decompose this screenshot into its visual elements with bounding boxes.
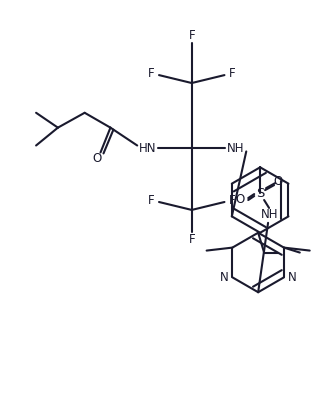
Text: O: O — [236, 193, 245, 206]
Text: NH: NH — [227, 142, 244, 155]
Text: F: F — [148, 67, 154, 80]
Text: N: N — [220, 271, 228, 284]
Text: F: F — [188, 29, 195, 42]
Text: O: O — [273, 175, 283, 188]
Text: F: F — [148, 194, 154, 206]
Text: F: F — [188, 233, 195, 246]
Text: HN: HN — [139, 142, 157, 155]
Text: F: F — [229, 67, 236, 80]
Text: N: N — [288, 271, 297, 284]
Text: F: F — [229, 194, 236, 206]
Text: O: O — [92, 152, 101, 165]
Text: S: S — [256, 187, 264, 200]
Text: NH: NH — [261, 208, 279, 221]
